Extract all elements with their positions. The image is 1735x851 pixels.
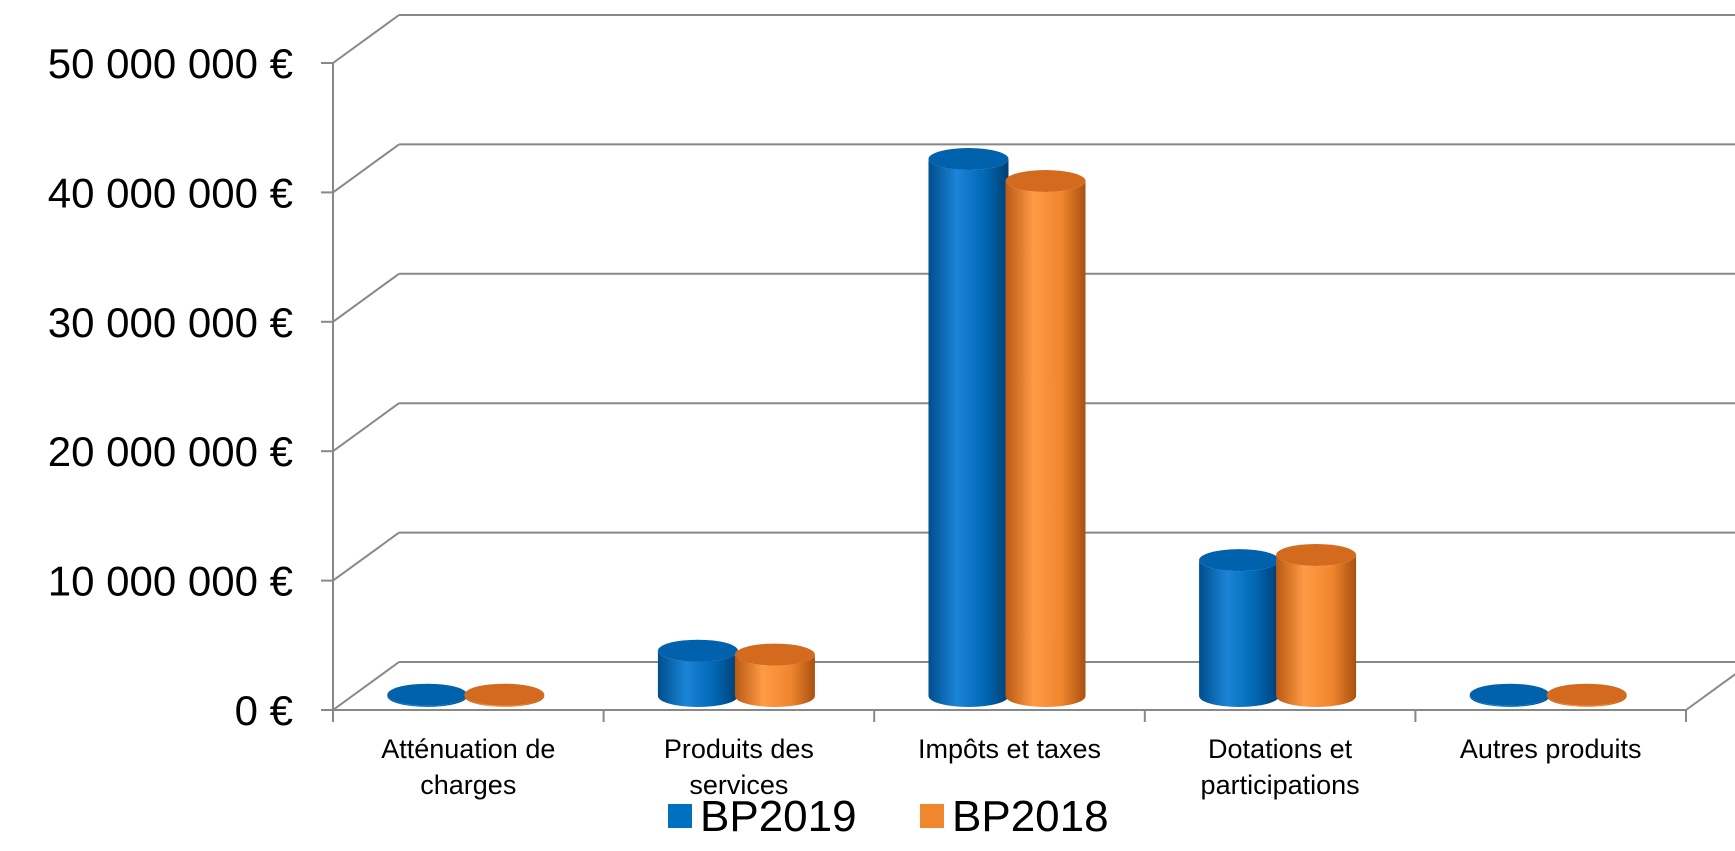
y-axis-tick-labels: 0 € 10 000 000 € 20 000 000 € 30 000 000 € 4… [48,40,293,734]
bar [734,643,815,707]
bar-top [464,683,545,706]
bar-top [1005,169,1086,192]
bar-body [657,650,738,707]
legend-label: BP2019 [700,792,857,841]
y-tick-label: 20 000 000 € [48,428,293,475]
gridline-diagonal [332,143,400,194]
axes [321,62,1735,722]
legend-item: BP2018 [920,792,1109,841]
bar [464,683,545,707]
gridline-diagonal [332,531,400,582]
bar [1199,549,1280,707]
bar-top [387,683,468,706]
bar [1276,543,1357,707]
floor-edge [1685,673,1735,711]
y-tick-label: 40 000 000 € [48,169,293,216]
bar-top [734,643,815,666]
x-tick-label: Atténuation de charges [381,734,555,800]
bar-body [928,158,1009,708]
x-tick-label: Autres produits [1460,734,1642,764]
gridline-diagonal [332,402,400,453]
bar-top [1276,543,1357,566]
bar-top [1469,683,1550,706]
bar [1469,683,1550,707]
bar [1546,683,1627,707]
legend-item: BP2019 [668,792,857,841]
gridline-diagonal [332,661,400,711]
bar-body [734,654,815,707]
bar-body [1005,180,1086,707]
x-tick-label: Produits des services [664,734,814,800]
bar [387,683,468,707]
gridline-diagonal [332,272,400,323]
legend-swatch [920,804,944,828]
legend-label: BP2018 [952,792,1109,841]
y-tick-label: 30 000 000 € [48,299,293,346]
bars [387,147,1627,708]
x-tick-label: Dotations et participations [1201,734,1360,800]
y-tick-label: 0 € [235,687,293,734]
x-axis-tick-labels: Atténuation de charges Produits des service… [381,734,1641,800]
y-tick-label: 50 000 000 € [48,40,293,87]
bar-top [657,639,738,662]
legend-swatch [668,804,692,828]
bar-top [928,147,1009,170]
bar [928,147,1009,708]
legend: BP2019 BP2018 [668,792,1109,841]
y-tick-label: 10 000 000 € [48,558,293,605]
bar-top [1546,683,1627,706]
bar [657,639,738,707]
gridline-diagonal [332,14,400,64]
bar-top [1199,549,1280,572]
bar [1005,169,1086,707]
bar-body [1276,554,1357,707]
x-tick-label: Impôts et taxes [918,734,1101,764]
bar-body [1199,560,1280,707]
